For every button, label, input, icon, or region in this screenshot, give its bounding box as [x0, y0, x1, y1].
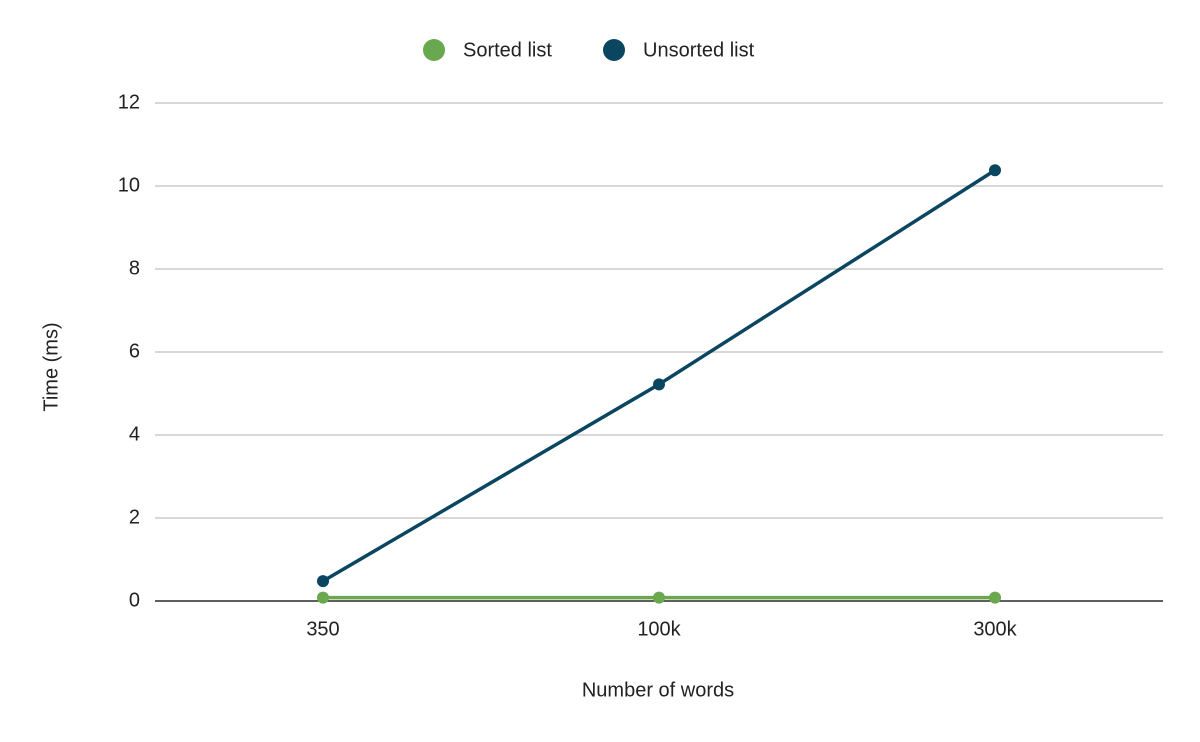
data-point [653, 378, 665, 391]
x-tick-label: 300k [973, 618, 1017, 640]
data-point [989, 164, 1001, 177]
y-tick-label: 4 [129, 423, 140, 445]
y-tick-label: 8 [129, 257, 140, 279]
y-axis-label: Time (ms) [40, 322, 62, 411]
y-tick-label: 6 [129, 340, 140, 362]
x-tick-label: 350 [306, 618, 339, 640]
y-tick-label: 0 [129, 589, 140, 611]
data-point [317, 575, 329, 588]
y-tick-label: 2 [129, 506, 140, 528]
legend-label: Sorted list [463, 39, 552, 61]
y-tick-label: 12 [118, 91, 140, 113]
x-tick-label: 100k [637, 618, 681, 640]
data-point [317, 591, 329, 604]
y-tick-label: 10 [118, 174, 140, 196]
data-point [653, 591, 665, 604]
legend-marker [603, 39, 625, 61]
legend-marker [423, 39, 445, 61]
legend-label: Unsorted list [643, 39, 755, 61]
data-point [989, 591, 1001, 604]
x-axis-label: Number of words [582, 679, 734, 701]
